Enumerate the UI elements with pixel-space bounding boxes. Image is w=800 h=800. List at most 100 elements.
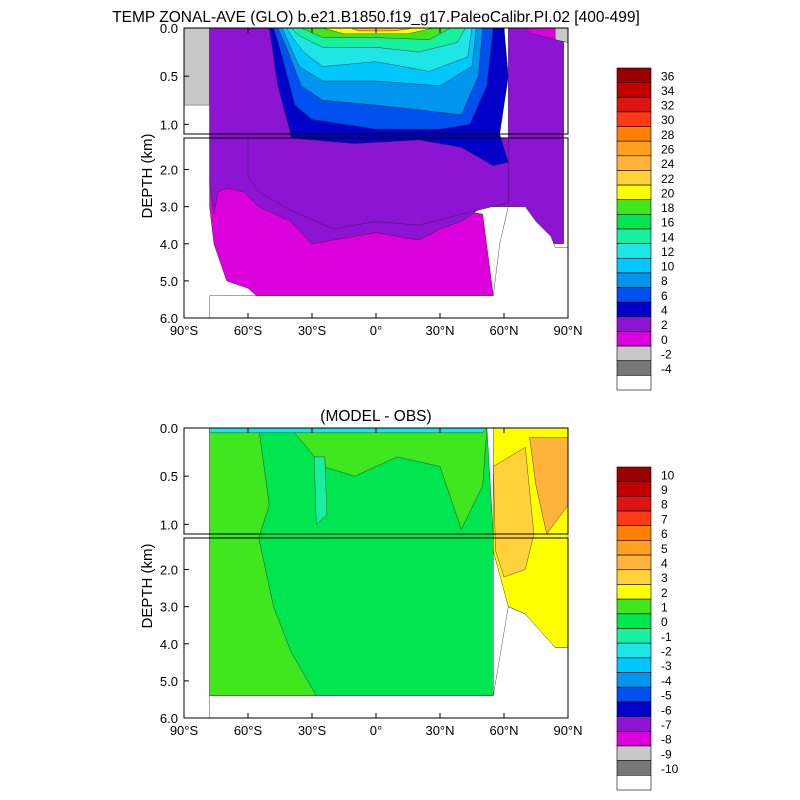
colorbar-swatch [616,730,652,747]
land-region [183,27,210,106]
colorbar-swatch [616,701,652,717]
x-tick-label: 90°S [170,723,199,738]
y-tick-label: 4.0 [160,237,178,252]
colorbar-label: -4 [661,674,672,688]
colorbar-label: 16 [661,216,675,230]
colorbar-swatch [616,360,652,376]
y-tick-label: 3.0 [160,200,178,215]
colorbar-label: -8 [661,733,672,747]
colorbar-swatch [616,243,652,259]
colorbar-label: 4 [661,304,668,318]
y-tick-label: 1.0 [160,117,178,132]
y-tick-label: 0.5 [160,469,178,484]
colorbar-swatch [616,745,652,761]
contour-region [313,456,328,525]
colorbar-swatch [616,613,652,629]
colorbar-label: 2 [661,586,668,600]
x-tick-label: 90°N [553,323,582,338]
colorbar-swatch [616,657,652,673]
colorbar-swatch [616,199,652,215]
colorbar-swatch [616,466,652,482]
y-tick-label: 6.0 [160,711,178,726]
colorbar-swatch [616,554,652,571]
colorbar-label: -6 [661,703,672,717]
x-tick-label: 30°N [425,323,454,338]
contour-region [209,427,488,433]
colorbar-swatch [616,96,652,113]
colorbar-swatch [616,481,652,497]
colorbar-label: 6 [661,289,668,303]
colorbar-label: -2 [661,645,672,659]
colorbar-swatch [616,272,652,288]
colorbar-label: 0 [661,333,668,347]
x-tick-label: 60°S [234,323,263,338]
y-tick-label: 4.0 [160,637,178,652]
axes: 90°S 60°S 30°S 0° 30°N 60°N 90°N 0.0 0.5 1.0 2.0 3.… [160,421,583,738]
colorbar-swatch [616,228,652,244]
colorbar-swatch [616,184,652,201]
contour-region [529,437,569,535]
colorbar-label: 9 [661,483,668,497]
colorbar-label: 2 [661,318,668,332]
diff-panel: (MODEL - OBS) 90°S 60°S 30°S 0° 30°N 60°N 90°N… [139,408,679,791]
y-tick-label: 6.0 [160,311,178,326]
colorbar-swatch [616,316,652,332]
colorbar-label: 8 [661,274,668,288]
colorbar-label: 7 [661,512,668,526]
colorbar-label: 3 [661,571,668,585]
colorbar-label: 4 [661,556,668,570]
colorbar-label: -9 [661,747,672,761]
contour-field [209,427,569,719]
colorbar-label: -10 [661,762,679,776]
colorbar-label: 20 [661,186,675,200]
colorbar-label: 12 [661,245,675,259]
x-tick-label: 0° [370,723,382,738]
contour-region [290,427,488,530]
colorbar-swatch [616,686,652,703]
colorbar-swatch [616,569,652,585]
chart-title: TEMP ZONAL-AVE (GLO) b.e21.B1850.f19_g17… [112,9,640,26]
colorbar-swatch [616,628,652,644]
y-tick-label: 2.0 [160,163,178,178]
colorbar-swatch [616,775,652,791]
colorbar-swatch [616,170,652,186]
y-tick-label: 0.0 [160,421,178,436]
y-tick-label: 5.0 [160,674,178,689]
colorbar-swatch [616,375,652,391]
y-axis-label: DEPTH (km) [139,544,156,629]
x-tick-label: 30°S [298,723,327,738]
colorbar-swatch [616,111,652,127]
y-tick-label: 0.5 [160,69,178,84]
contour-field [183,27,569,319]
colorbar-label: 28 [661,128,675,142]
colorbar-swatch [616,496,652,512]
colorbar-label: -3 [661,659,672,673]
colorbar-swatch [616,525,652,541]
colorbar-label: -7 [661,718,672,732]
colorbar-swatch [616,214,652,230]
colorbar-swatch [616,301,652,318]
colorbar-label: -1 [661,630,672,644]
x-tick-label: 60°N [489,723,518,738]
colorbar-swatch [616,287,652,303]
x-tick-label: 90°S [170,323,199,338]
colorbar-swatch [616,760,652,776]
colorbar-swatch [616,331,652,347]
colorbar-label: 26 [661,143,675,157]
chart-title: (MODEL - OBS) [320,408,431,425]
colorbar-swatch [616,67,652,83]
x-tick-label: 90°N [553,723,582,738]
contour-region [493,446,535,578]
colorbar-swatch [616,642,652,659]
colorbar-swatch [616,345,652,362]
y-tick-label: 1.0 [160,517,178,532]
temp-panel: TEMP ZONAL-AVE (GLO) b.e21.B1850.f19_g17… [112,9,675,391]
colorbar-label: 1 [661,600,668,614]
x-tick-label: 0° [370,323,382,338]
colorbar-label: 5 [661,542,668,556]
contour-region [247,137,509,230]
colorbar-swatch [616,672,652,688]
